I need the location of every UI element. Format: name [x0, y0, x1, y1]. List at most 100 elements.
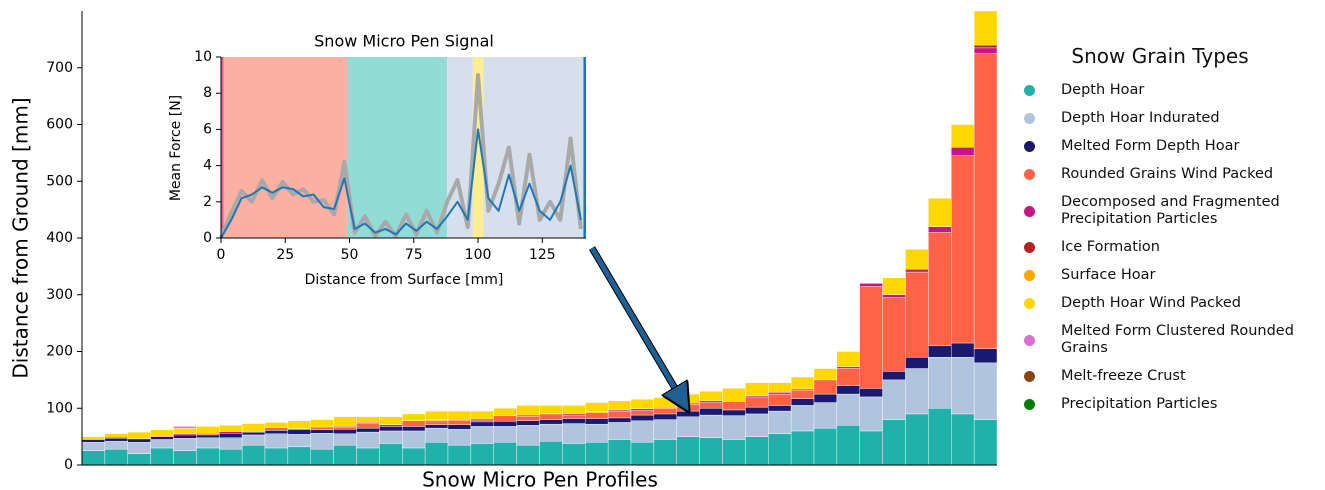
signal-line	[219, 73, 583, 239]
bar-segment	[607, 439, 632, 466]
bar-segment	[653, 408, 677, 415]
bar-segment	[562, 423, 586, 444]
y-tick-label: 8	[203, 85, 212, 101]
bar-segment	[562, 413, 586, 416]
bar-segment	[287, 434, 311, 448]
bar-segment	[653, 439, 677, 466]
bar-segment	[173, 438, 197, 452]
bar-segment	[973, 44, 998, 49]
inset-title: Snow Micro Pen Signal	[314, 32, 494, 51]
bar-segment	[905, 249, 929, 270]
bar-segment	[836, 366, 860, 369]
bar-segment	[722, 409, 746, 416]
legend-label: Depth Hoar	[1061, 82, 1145, 98]
legend-marker	[1024, 399, 1035, 410]
inset-plot: 0 25 50 75 100 125 0 2 4 6 8 10	[160, 28, 600, 293]
bar-segment	[150, 429, 174, 436]
y-axis-label: Distance from Ground [mm]	[9, 97, 33, 378]
legend-item: Surface Hoar	[1020, 267, 1320, 284]
x-tick-label: 0	[217, 247, 226, 263]
bar-segment	[859, 430, 883, 466]
bar-segment	[264, 430, 289, 434]
bar-segment	[882, 277, 906, 295]
legend-label: Rounded Grains Wind Packed	[1061, 166, 1274, 182]
bar-segment	[951, 413, 975, 466]
region	[472, 57, 484, 238]
bar-segment	[630, 398, 655, 410]
bar-segment	[81, 442, 106, 452]
bar-segment	[493, 426, 517, 443]
bar-segment	[585, 412, 609, 419]
legend-marker	[1024, 371, 1035, 382]
bar-segment	[402, 430, 426, 449]
x-tick-label: 125	[529, 247, 556, 263]
y-tick-label: 600	[46, 117, 73, 133]
legend-label: Decomposed and Fragmented Precipitation …	[1061, 194, 1280, 227]
bar-segment	[859, 283, 883, 287]
bar-segment	[264, 433, 289, 449]
y-tick-label: 0	[64, 457, 73, 473]
bar-segment	[470, 419, 494, 423]
y-tick-label: 400	[46, 230, 73, 246]
bar-segment	[630, 420, 655, 443]
bar-segment	[768, 410, 792, 434]
bar-segment	[790, 398, 815, 406]
legend-marker	[1024, 298, 1035, 309]
legend-label: Depth Hoar Wind Packed	[1061, 295, 1242, 311]
bar-segment	[104, 433, 128, 438]
bar-segment	[173, 434, 197, 439]
bar-segment	[973, 53, 998, 349]
bar-segment	[928, 408, 952, 466]
bar-segment	[310, 448, 334, 466]
bar-segment	[676, 404, 700, 412]
bar-segment	[539, 413, 563, 420]
legend-label: Precipitation Particles	[1061, 396, 1218, 412]
bar-segment	[516, 415, 540, 421]
legend-label: Ice Formation	[1061, 239, 1160, 255]
bar-segment	[493, 421, 517, 427]
bar-segment	[241, 431, 266, 436]
legend-item: Decomposed and Fragmented Precipitation …	[1020, 194, 1320, 228]
bar-segment	[127, 431, 151, 440]
x-tick-label: 25	[276, 247, 294, 263]
bar-segment	[173, 450, 197, 466]
bar-segment	[562, 405, 586, 415]
legend-item: Melted Form Depth Hoar	[1020, 138, 1320, 155]
bar-segment	[699, 400, 723, 403]
bar-segment	[287, 420, 311, 429]
legend-marker	[1024, 242, 1035, 253]
bar-segment	[607, 400, 632, 411]
bar-segment	[745, 406, 769, 415]
legend-item: Depth Hoar Indurated	[1020, 110, 1320, 127]
bar-segment	[150, 439, 174, 449]
bar-segment	[768, 382, 792, 393]
bar-segment	[973, 47, 998, 54]
bar-segment	[905, 356, 929, 369]
y-tick-label: 2	[203, 194, 212, 210]
bar-segment	[264, 447, 289, 466]
bar-segment	[905, 269, 929, 273]
region	[346, 57, 448, 238]
bar-segment	[333, 433, 357, 446]
bar-segment	[424, 424, 449, 429]
legend-marker	[1024, 141, 1035, 152]
bar-segment	[539, 405, 563, 415]
bar-segment	[836, 368, 860, 386]
bar-segment	[790, 389, 815, 399]
arrow	[589, 246, 682, 400]
bar-segment	[241, 434, 266, 446]
bar-segment	[424, 427, 449, 443]
bar-segment	[356, 416, 380, 423]
bar-segment	[539, 440, 563, 466]
bar-segment	[447, 424, 472, 430]
bar-segment	[699, 408, 723, 416]
legend-marker	[1024, 169, 1035, 180]
bar-segment	[790, 376, 815, 390]
bar-segment	[951, 356, 975, 415]
bar-segment	[493, 442, 517, 466]
bar-segment	[630, 414, 655, 421]
legend-marker	[1024, 113, 1035, 124]
bar-segment	[264, 422, 289, 428]
bar-segment	[219, 425, 243, 432]
bar-segment	[264, 427, 289, 431]
